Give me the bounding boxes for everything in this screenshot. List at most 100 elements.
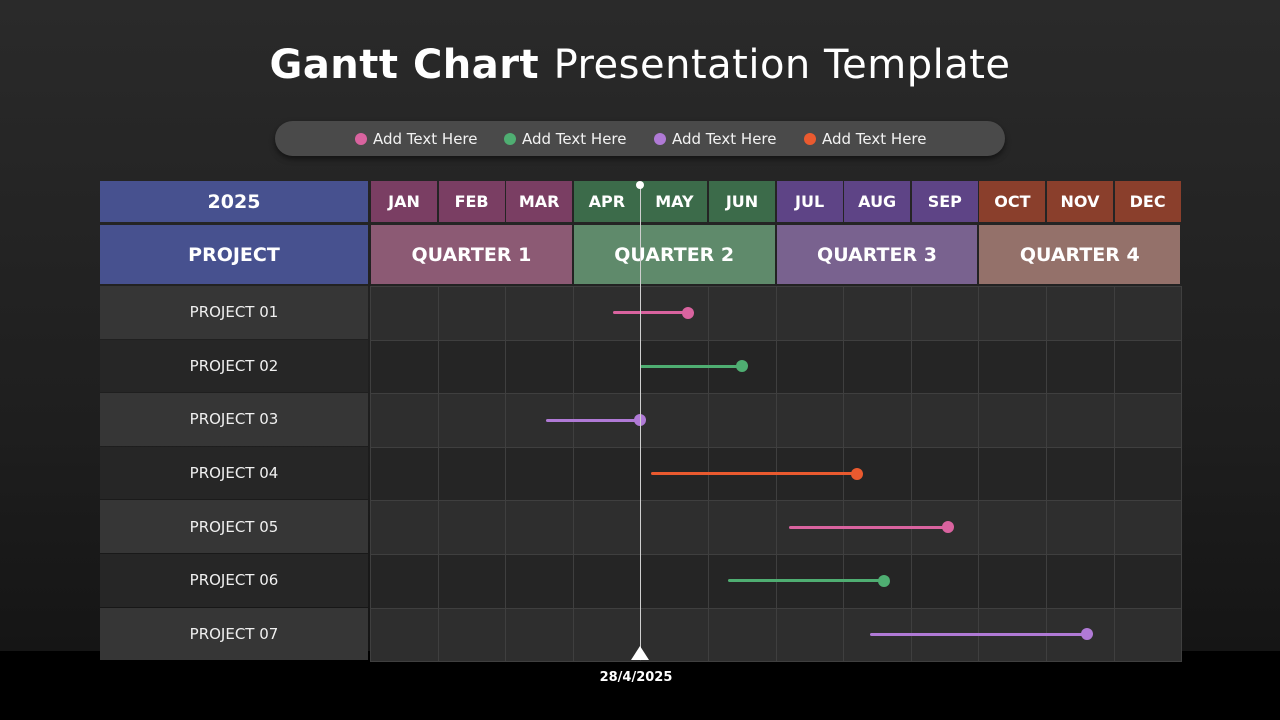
project-row-label: PROJECT 02 [100, 339, 368, 393]
grid-cell [437, 339, 507, 395]
grid-cell [370, 446, 439, 502]
month-header: JUL [776, 181, 843, 222]
timeline-end-dot [941, 521, 954, 534]
grid-cell [1113, 554, 1183, 609]
quarter-header: QUARTER 1 [371, 225, 572, 284]
grid-cell [572, 500, 642, 555]
month-header: MAY [641, 181, 708, 222]
grid-cell [505, 607, 574, 663]
timeline-end-dot [877, 574, 890, 587]
title-light: Presentation Template [553, 42, 1011, 88]
timeline-bar [545, 418, 641, 422]
grid-cell [1113, 446, 1183, 502]
legend-item: Add Text Here [804, 121, 927, 156]
grid-cell [843, 286, 912, 341]
year-header: 2025 [100, 181, 368, 222]
grid-cell [775, 339, 845, 395]
month-header: FEB [438, 181, 505, 222]
grid-cell [370, 393, 439, 448]
grid-cell [640, 607, 709, 663]
timeline-end-dot [681, 306, 694, 319]
grid-cell [505, 446, 574, 502]
grid-cell [910, 446, 980, 502]
grid-cell [1046, 500, 1115, 555]
grid-cell [1046, 286, 1115, 341]
project-row-label: PROJECT 07 [100, 607, 368, 661]
month-header: JAN [371, 181, 437, 222]
legend-dot-icon [355, 132, 367, 145]
quarter-header: QUARTER 3 [776, 225, 978, 284]
timeline-end-dot [850, 467, 863, 480]
grid-cell [437, 500, 507, 555]
grid-cell [505, 554, 574, 609]
grid-cell [1046, 554, 1115, 609]
project-row-label: PROJECT 05 [100, 500, 368, 553]
timeline-end-dot [1080, 628, 1093, 641]
legend-bar: Add Text Here Add Text Here Add Text Here A… [275, 121, 1005, 156]
grid-cell [640, 554, 709, 609]
timeline-bar [640, 364, 742, 368]
grid-cell [370, 500, 439, 555]
page-title: Gantt Chart Presentation Template [0, 42, 1280, 88]
timeline-bar [650, 472, 857, 476]
grid-cell [1113, 607, 1183, 663]
grid-cell [708, 286, 777, 341]
grid-cell [910, 286, 980, 341]
month-header: OCT [979, 181, 1046, 222]
month-header: SEP [911, 181, 978, 222]
grid-cell [572, 446, 642, 502]
timeline-bar [728, 579, 884, 583]
grid-cell [978, 554, 1047, 609]
grid-cell [370, 339, 439, 395]
grid-cell [505, 286, 574, 341]
legend-item: Add Text Here [355, 121, 478, 156]
grid-cell [1113, 339, 1183, 395]
grid-cell [437, 607, 507, 663]
grid-cell [1113, 393, 1183, 448]
grid-cell [910, 554, 980, 609]
grid-cell [843, 393, 912, 448]
grid-cell [708, 607, 777, 663]
grid-cell [370, 607, 439, 663]
grid-cell [370, 554, 439, 609]
grid-cell [708, 500, 777, 555]
grid-cell [640, 393, 709, 448]
grid-cell [978, 393, 1047, 448]
grid-cell [437, 286, 507, 341]
project-column-header: PROJECT [100, 225, 368, 284]
grid-cell [1113, 286, 1183, 341]
month-header: MAR [506, 181, 573, 222]
grid-cell [1113, 500, 1183, 555]
today-marker-line [640, 185, 641, 651]
today-marker-triangle-icon [631, 646, 649, 660]
timeline-bar [613, 311, 688, 315]
grid-cell [572, 554, 642, 609]
grid-cell [437, 446, 507, 502]
legend-label: Add Text Here [373, 129, 478, 148]
legend-dot-icon [804, 132, 816, 145]
grid-cell [1046, 339, 1115, 395]
grid-cell [775, 286, 845, 341]
grid-cell [978, 339, 1047, 395]
month-header: JUN [709, 181, 775, 222]
grid-cell [505, 500, 574, 555]
grid-cell [910, 339, 980, 395]
grid-cell [640, 500, 709, 555]
grid-cell [978, 500, 1047, 555]
timeline-bar [870, 632, 1087, 636]
grid-cell [910, 393, 980, 448]
legend-label: Add Text Here [822, 129, 927, 148]
legend-dot-icon [504, 132, 516, 145]
grid-cell [370, 286, 439, 341]
title-bold: Gantt Chart [269, 42, 540, 88]
month-header: AUG [844, 181, 911, 222]
grid-cell [505, 339, 574, 395]
project-row-label: PROJECT 01 [100, 286, 368, 339]
today-marker-label: 28/4/2025 [599, 670, 673, 685]
legend-dot-icon [654, 132, 666, 145]
legend-item: Add Text Here [654, 121, 777, 156]
grid-cell [1046, 446, 1115, 502]
project-row-label: PROJECT 03 [100, 393, 368, 446]
grid-cell [843, 339, 912, 395]
legend-label: Add Text Here [672, 129, 777, 148]
